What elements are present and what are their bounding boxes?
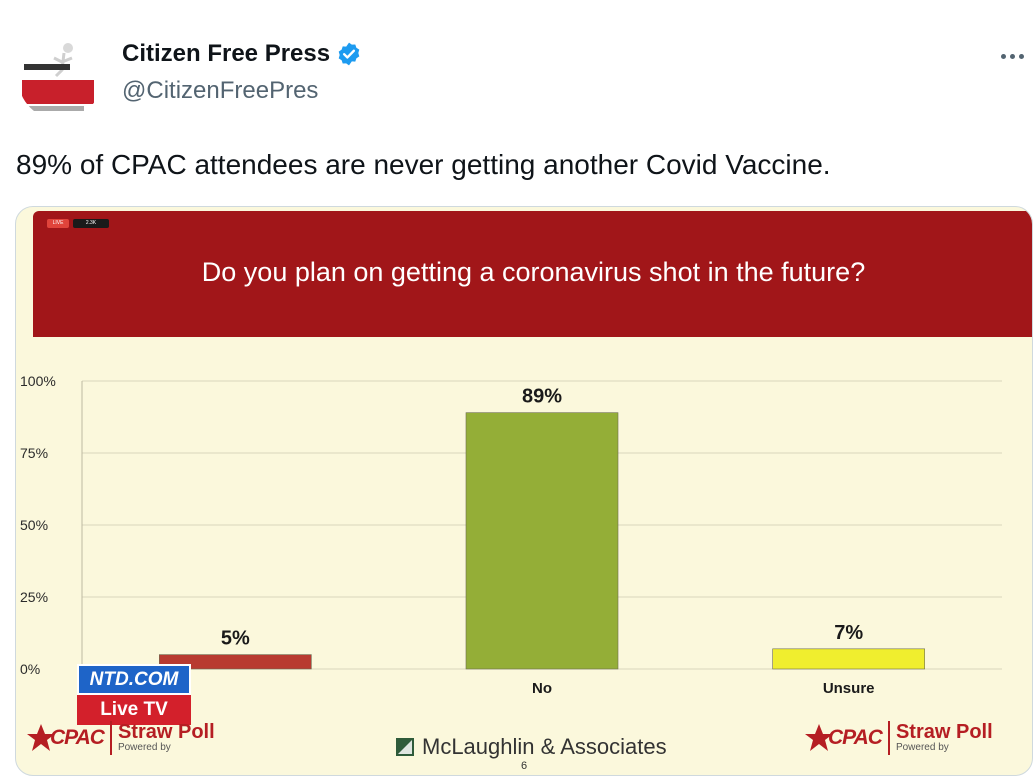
name-row: Citizen Free Press bbox=[122, 40, 362, 68]
cpac-star-icon bbox=[27, 724, 55, 751]
bar-data-label: 89% bbox=[522, 386, 562, 408]
powered-by-label: Powered by bbox=[117, 742, 171, 753]
tweet-text: 89% of CPAC attendees are never getting … bbox=[16, 149, 831, 180]
cpac-star-icon bbox=[805, 724, 833, 751]
straw-poll-label: Straw Poll bbox=[895, 721, 993, 743]
bar bbox=[772, 648, 925, 670]
straw-poll-label: Straw Poll bbox=[117, 721, 215, 743]
bar-data-label: 5% bbox=[221, 628, 250, 650]
mclaughlin-text: McLaughlin & Associates bbox=[422, 734, 667, 759]
verified-badge-icon bbox=[336, 41, 362, 67]
y-tick-label: 50% bbox=[20, 517, 48, 533]
live-tv-text: Live TV bbox=[77, 695, 191, 725]
tweet-media-image[interactable]: LIVE 2.3K Do you plan on getting a coron… bbox=[15, 206, 1033, 776]
mclaughlin-logo: McLaughlin & Associates bbox=[396, 734, 667, 760]
avatar[interactable] bbox=[18, 36, 102, 120]
bar bbox=[159, 654, 312, 670]
powered-by-label: Powered by bbox=[895, 742, 949, 753]
handle[interactable]: @CitizenFreePres bbox=[122, 77, 319, 104]
y-tick-label: 25% bbox=[20, 589, 48, 605]
bar bbox=[465, 412, 619, 670]
bar-data-label: 7% bbox=[834, 622, 863, 644]
logo-divider bbox=[109, 721, 112, 755]
y-tick-label: 0% bbox=[20, 661, 40, 677]
logo-divider bbox=[887, 721, 890, 755]
cpac-wordmark: CPAC bbox=[50, 726, 105, 749]
cpac-straw-poll-logo-right: CPAC Straw Poll Powered by bbox=[804, 721, 993, 755]
cpac-wordmark: CPAC bbox=[828, 726, 883, 749]
live-chip: LIVE bbox=[47, 219, 69, 228]
more-options-icon[interactable] bbox=[996, 44, 1028, 68]
poll-banner: LIVE 2.3K Do you plan on getting a coron… bbox=[33, 211, 1032, 337]
y-tick-label: 100% bbox=[20, 373, 56, 389]
tweet-header: Citizen Free Press @CitizenFreePres bbox=[0, 0, 1036, 140]
y-tick-label: 75% bbox=[20, 445, 48, 461]
viewer-count-chip: 2.3K bbox=[73, 219, 109, 228]
category-label: Unsure bbox=[823, 680, 875, 697]
cpac-straw-poll-logo-left: CPAC Straw Poll Powered by bbox=[26, 721, 215, 755]
poll-bar-chart: 0% 25% 50% 75% 100% 5% 89% No 7% Unsure bbox=[20, 373, 1002, 697]
mclaughlin-icon bbox=[396, 738, 414, 756]
category-label: No bbox=[532, 680, 552, 697]
display-name[interactable]: Citizen Free Press bbox=[122, 40, 331, 67]
news-logo-icon bbox=[18, 36, 102, 120]
ntd-live-tv-logo: NTD.COM Live TV bbox=[77, 664, 191, 726]
poll-question: Do you plan on getting a coronavirus sho… bbox=[201, 257, 866, 287]
slide-number: 6 bbox=[521, 760, 528, 772]
ntd-logo-text: NTD.COM bbox=[77, 664, 191, 695]
